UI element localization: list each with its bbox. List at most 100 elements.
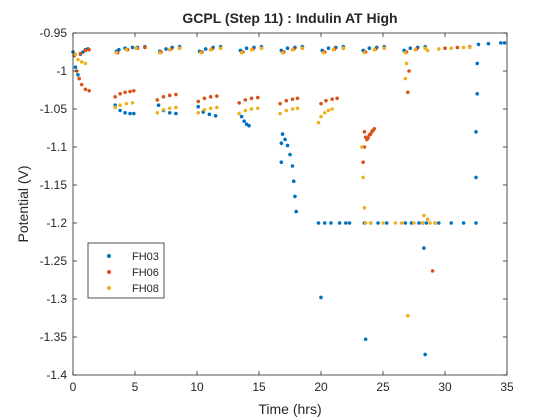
- legend-marker: [107, 286, 111, 290]
- data-point: [113, 105, 117, 110]
- data-point: [360, 145, 364, 149]
- y-tick-label: -0.95: [40, 26, 68, 40]
- data-point: [425, 217, 430, 221]
- data-point: [474, 221, 478, 225]
- data-point: [474, 130, 478, 134]
- x-tick-label: 10: [190, 380, 204, 394]
- y-tick-label: -1.2: [46, 216, 67, 230]
- data-point: [316, 221, 321, 225]
- data-point: [344, 221, 348, 225]
- data-point: [430, 269, 435, 273]
- data-point: [376, 221, 380, 225]
- y-tick-label: -1.4: [46, 368, 67, 382]
- data-point: [433, 221, 437, 225]
- data-point: [381, 221, 385, 225]
- data-point: [290, 107, 295, 111]
- data-point: [288, 152, 292, 157]
- data-point: [330, 107, 334, 111]
- data-point: [499, 41, 503, 45]
- data-point: [249, 47, 254, 52]
- x-axis-ticks: 0 5 10 15 20 25 30 35: [70, 33, 514, 394]
- data-point: [278, 111, 282, 116]
- legend-marker: [107, 270, 111, 274]
- data-point: [161, 95, 166, 99]
- data-point: [130, 101, 135, 105]
- data-point: [255, 106, 260, 111]
- data-point: [77, 76, 81, 81]
- data-point: [237, 111, 241, 116]
- legend-label: FH08: [132, 283, 159, 295]
- data-point: [502, 41, 507, 45]
- data-point: [131, 88, 136, 93]
- data-point: [128, 111, 132, 116]
- data-marks: [71, 41, 507, 357]
- data-point: [403, 76, 408, 81]
- data-point: [196, 104, 201, 109]
- data-point: [283, 137, 287, 142]
- data-point: [474, 175, 478, 180]
- data-point: [83, 61, 88, 66]
- data-point: [335, 96, 339, 101]
- data-point: [203, 47, 208, 51]
- legend-label: FH03: [132, 251, 159, 263]
- data-point: [428, 221, 432, 225]
- data-point: [244, 46, 249, 50]
- data-point: [475, 61, 480, 66]
- data-point: [167, 93, 172, 98]
- data-point: [461, 221, 466, 225]
- data-point: [326, 46, 331, 50]
- data-point: [143, 45, 147, 50]
- data-point: [198, 50, 203, 55]
- data-point: [412, 221, 416, 225]
- data-point: [208, 106, 213, 111]
- legend-label: FH06: [132, 267, 159, 279]
- data-point: [118, 108, 122, 113]
- data-point: [73, 65, 78, 69]
- data-point: [422, 246, 426, 250]
- data-point: [295, 96, 300, 101]
- y-tick-label: -1.25: [40, 254, 68, 268]
- data-point: [280, 132, 285, 136]
- data-point: [406, 90, 410, 95]
- y-tick-label: -1.05: [40, 102, 68, 116]
- data-point: [319, 114, 323, 119]
- data-point: [285, 46, 290, 50]
- x-tick-label: 30: [438, 380, 452, 394]
- data-point: [158, 50, 162, 55]
- data-point: [208, 47, 213, 52]
- data-point: [372, 47, 377, 52]
- data-point: [243, 108, 248, 113]
- data-point: [290, 47, 295, 52]
- data-point: [362, 145, 367, 149]
- data-point: [164, 47, 168, 51]
- data-point: [449, 46, 454, 50]
- data-point: [291, 179, 296, 183]
- data-point: [278, 101, 282, 106]
- x-axis-label: Time (hrs): [258, 401, 321, 417]
- data-point: [372, 126, 377, 131]
- data-point: [218, 46, 223, 50]
- data-point: [242, 119, 246, 123]
- y-tick-label: -1.35: [40, 330, 68, 344]
- data-point: [399, 221, 404, 225]
- data-point: [341, 46, 346, 50]
- x-tick-label: 35: [500, 380, 514, 394]
- data-point: [443, 46, 447, 50]
- data-point: [131, 111, 136, 116]
- data-point: [331, 47, 336, 52]
- data-point: [83, 48, 88, 53]
- data-point: [123, 90, 127, 95]
- data-point: [361, 175, 365, 180]
- x-tick-label: 5: [132, 380, 139, 394]
- plot-area: [73, 33, 507, 375]
- data-point: [329, 221, 333, 225]
- data-point: [409, 221, 414, 225]
- data-point: [363, 221, 368, 225]
- data-point: [279, 141, 284, 145]
- y-axis-label: Potential (V): [15, 165, 31, 242]
- data-point: [476, 42, 481, 47]
- data-point: [113, 95, 117, 99]
- data-point: [290, 97, 295, 101]
- data-point: [403, 50, 408, 55]
- data-point: [239, 50, 244, 55]
